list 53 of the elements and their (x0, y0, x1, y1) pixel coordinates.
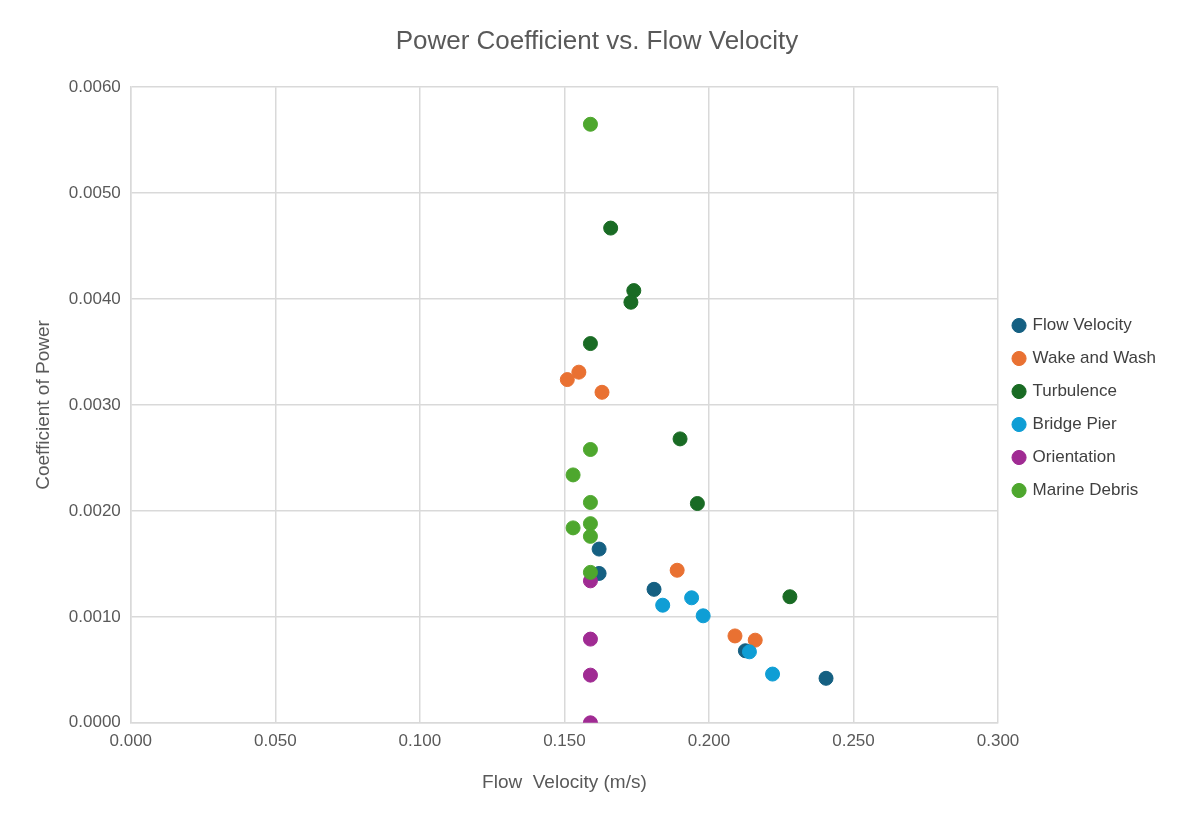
x-tick-label: 0.000 (109, 730, 153, 750)
x-tick-label: 0.200 (687, 730, 731, 750)
point (582, 116, 598, 132)
point (565, 520, 581, 536)
point (765, 666, 781, 682)
point (582, 441, 598, 457)
x-tick-label: 0.100 (398, 730, 442, 750)
point (582, 516, 598, 532)
point (591, 541, 607, 557)
point (565, 467, 581, 483)
point (582, 631, 598, 647)
point (594, 384, 610, 400)
y-tick-label: 0.0050 (68, 182, 121, 202)
point (571, 364, 587, 380)
point (582, 528, 598, 544)
point (669, 562, 685, 578)
point (747, 632, 763, 648)
point (782, 589, 798, 605)
chart-title: Power Coefficient vs. Flow Velocity (395, 24, 799, 55)
y-tick-label: 0.0010 (68, 606, 121, 626)
point (559, 372, 575, 388)
point (741, 644, 757, 660)
point (818, 670, 834, 686)
point (603, 220, 619, 236)
y-tick-label: 0.0030 (68, 394, 121, 414)
y-tick-label: 0.0060 (68, 76, 121, 96)
legend-label: Bridge Pier (1032, 414, 1117, 434)
point (582, 564, 598, 580)
point (582, 336, 598, 352)
x-tick-label: 0.250 (832, 730, 875, 750)
x-tick-label: 0.300 (976, 730, 1020, 750)
legend-label: Flow Velocity (1032, 315, 1133, 335)
legend-label: Wake and Wash (1032, 348, 1157, 368)
point (684, 590, 700, 606)
y-axis-title: Coefficient of Power (31, 319, 53, 490)
point (672, 431, 688, 447)
y-tick-label: 0.0000 (68, 712, 121, 732)
point (582, 667, 598, 683)
point (623, 294, 639, 310)
point (727, 628, 743, 644)
point (689, 496, 705, 512)
legend-label: Turbulence (1032, 381, 1117, 401)
point (655, 597, 671, 613)
legend-label: Marine Debris (1032, 480, 1139, 500)
x-tick-label: 0.150 (543, 730, 586, 750)
y-tick-label: 0.0040 (68, 288, 121, 308)
point (582, 494, 598, 510)
y-tick-label: 0.0020 (68, 500, 121, 520)
x-tick-label: 0.050 (254, 730, 297, 750)
legend-label: Orientation (1032, 447, 1116, 467)
x-axis-title: Flow Velocity (m/s) (482, 770, 647, 792)
point (695, 608, 711, 624)
point (646, 581, 662, 597)
